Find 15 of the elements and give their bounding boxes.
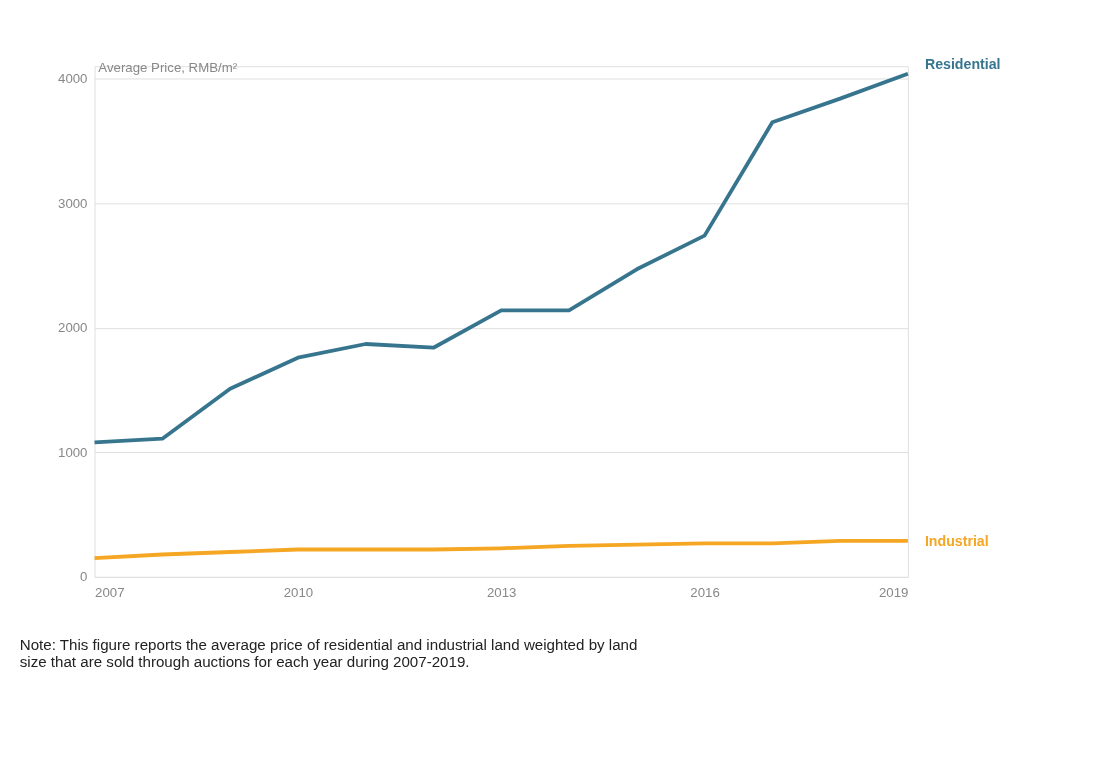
- x-tick-label: 2019: [878, 585, 909, 601]
- text: Note: This figure reports the average price of residential and industrial land weighted by land size that are sold through auctions for each year during 2007-2019.: [19, 635, 638, 670]
- y-axis-title: Average Price, RMB/m²: [98, 60, 238, 76]
- y-tick-label: 4000: [58, 70, 88, 86]
- y-tick-label: 3000: [58, 195, 88, 211]
- x-tick-label: 2010: [283, 585, 314, 601]
- series-label: Residential: [924, 55, 1001, 72]
- y-tick-label: 0: [80, 569, 88, 585]
- series-label: Industrial: [924, 532, 989, 549]
- y-tick-label: 2000: [58, 320, 88, 336]
- line-series: [92, 538, 910, 561]
- y-tick-label: 1000: [58, 444, 88, 460]
- x-tick-label: 2013: [486, 585, 517, 601]
- x-tick-label: 2007: [95, 585, 125, 601]
- x-tick-label: 2016: [690, 585, 720, 601]
